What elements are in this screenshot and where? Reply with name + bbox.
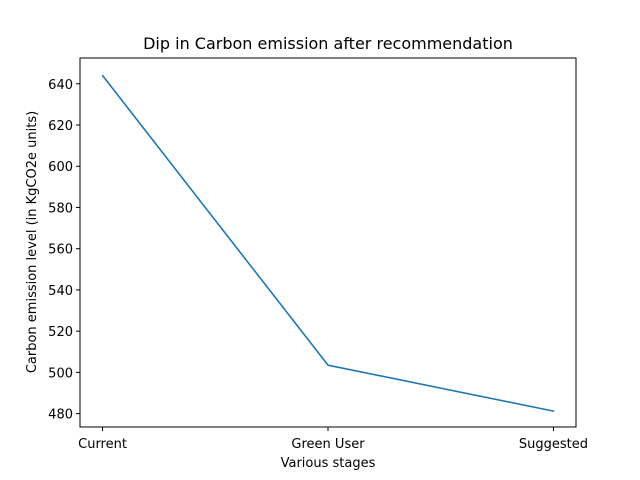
y-axis-label: Carbon emission level (in KgCO2e units): [25, 111, 40, 373]
plot-area: [79, 57, 577, 428]
y-tick-label: 640: [48, 78, 73, 93]
chart-title: Dip in Carbon emission after recommendat…: [143, 34, 513, 53]
series-layer: [101, 74, 555, 412]
x-tick-label: Suggested: [519, 437, 588, 452]
y-tick-label: 560: [48, 243, 73, 258]
y-tick-label: 620: [48, 119, 73, 134]
y-tick-label: 500: [48, 366, 73, 381]
data-point: [552, 410, 555, 412]
y-tick-label: 600: [48, 160, 73, 175]
data-point: [101, 74, 104, 77]
y-tick-label: 480: [48, 408, 73, 423]
data-point: [327, 364, 329, 366]
x-axis: Current Green User Suggested: [78, 427, 588, 452]
x-axis-label: Various stages: [281, 456, 376, 471]
plot-frame: [79, 57, 577, 428]
x-tick-label: Current: [78, 437, 127, 452]
x-tick-label: Green User: [291, 437, 365, 452]
y-axis: 480 500 520 540 560 580 600 620 640: [48, 78, 80, 423]
y-tick-label: 540: [48, 284, 73, 299]
series-line: [101, 75, 554, 412]
y-tick-label: 520: [48, 325, 73, 340]
y-tick-label: 580: [48, 201, 73, 216]
